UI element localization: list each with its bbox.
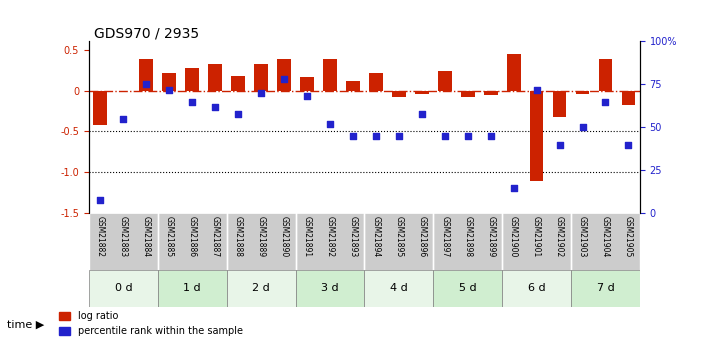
Point — [164, 87, 175, 92]
Bar — [530, 90, 543, 180]
Text: GSM21891: GSM21891 — [302, 216, 311, 257]
Bar — [93, 90, 107, 125]
Bar — [599, 59, 612, 90]
FancyBboxPatch shape — [364, 269, 433, 307]
Text: 6 d: 6 d — [528, 283, 545, 293]
Text: GSM21904: GSM21904 — [601, 216, 610, 257]
Bar — [483, 90, 498, 96]
Text: GSM21887: GSM21887 — [210, 216, 220, 257]
Point — [278, 77, 289, 82]
Point — [117, 116, 129, 121]
Text: GSM21897: GSM21897 — [440, 216, 449, 257]
Bar — [186, 68, 199, 90]
Point — [531, 87, 542, 92]
Point — [508, 185, 519, 190]
Point — [416, 111, 427, 116]
Point — [232, 111, 244, 116]
Text: GSM21903: GSM21903 — [578, 216, 587, 257]
FancyBboxPatch shape — [502, 269, 571, 307]
Text: GSM21898: GSM21898 — [463, 216, 472, 257]
FancyBboxPatch shape — [502, 213, 571, 269]
Point — [210, 104, 221, 109]
Bar — [415, 90, 429, 94]
Point — [186, 99, 198, 104]
Bar — [208, 64, 222, 90]
Text: 7 d: 7 d — [597, 283, 614, 293]
Text: GSM21899: GSM21899 — [486, 216, 495, 257]
FancyBboxPatch shape — [227, 269, 296, 307]
Point — [554, 142, 565, 147]
FancyBboxPatch shape — [296, 213, 364, 269]
Bar — [323, 59, 337, 90]
Text: GSM21900: GSM21900 — [509, 216, 518, 257]
Point — [485, 133, 496, 139]
Text: 5 d: 5 d — [459, 283, 476, 293]
Text: GDS970 / 2935: GDS970 / 2935 — [95, 26, 200, 40]
Point — [141, 82, 152, 87]
Text: GSM21882: GSM21882 — [96, 216, 105, 257]
Bar — [438, 71, 451, 90]
Text: 1 d: 1 d — [183, 283, 201, 293]
Text: GSM21886: GSM21886 — [188, 216, 197, 257]
Bar — [300, 77, 314, 90]
FancyBboxPatch shape — [89, 269, 158, 307]
FancyBboxPatch shape — [227, 213, 296, 269]
Text: GSM21905: GSM21905 — [624, 216, 633, 257]
Point — [577, 125, 588, 130]
Bar — [231, 76, 245, 90]
Text: GSM21890: GSM21890 — [279, 216, 289, 257]
Bar — [139, 59, 153, 90]
Text: GSM21885: GSM21885 — [165, 216, 173, 257]
FancyBboxPatch shape — [89, 213, 158, 269]
Bar — [507, 55, 520, 90]
Text: GSM21896: GSM21896 — [417, 216, 427, 257]
FancyBboxPatch shape — [433, 213, 502, 269]
Point — [347, 133, 358, 139]
Text: GSM21889: GSM21889 — [257, 216, 266, 257]
Point — [370, 133, 382, 139]
Bar — [552, 90, 567, 117]
Text: GSM21884: GSM21884 — [141, 216, 151, 257]
Bar — [346, 81, 360, 90]
Point — [623, 142, 634, 147]
FancyBboxPatch shape — [571, 213, 640, 269]
Text: GSM21888: GSM21888 — [234, 216, 242, 257]
Text: time ▶: time ▶ — [7, 319, 44, 329]
FancyBboxPatch shape — [433, 269, 502, 307]
Bar — [369, 72, 383, 90]
Point — [95, 197, 106, 202]
Bar — [162, 72, 176, 90]
Point — [324, 121, 336, 127]
FancyBboxPatch shape — [296, 269, 364, 307]
Text: GSM21883: GSM21883 — [119, 216, 128, 257]
Point — [439, 133, 451, 139]
FancyBboxPatch shape — [158, 269, 227, 307]
Point — [255, 90, 267, 96]
Bar — [461, 90, 475, 97]
Text: GSM21892: GSM21892 — [326, 216, 334, 257]
Bar — [277, 59, 291, 90]
Text: GSM21901: GSM21901 — [532, 216, 541, 257]
Text: GSM21893: GSM21893 — [348, 216, 358, 257]
Bar — [255, 63, 268, 90]
Bar — [621, 90, 636, 105]
FancyBboxPatch shape — [158, 213, 227, 269]
Point — [301, 93, 313, 99]
Bar — [576, 90, 589, 94]
Text: GSM21902: GSM21902 — [555, 216, 564, 257]
Legend: log ratio, percentile rank within the sample: log ratio, percentile rank within the sa… — [55, 307, 247, 340]
Bar — [392, 90, 406, 97]
Text: GSM21895: GSM21895 — [395, 216, 403, 257]
Text: 3 d: 3 d — [321, 283, 338, 293]
Text: 4 d: 4 d — [390, 283, 407, 293]
Point — [600, 99, 611, 104]
Text: GSM21894: GSM21894 — [371, 216, 380, 257]
Point — [462, 133, 474, 139]
FancyBboxPatch shape — [364, 213, 433, 269]
Point — [393, 133, 405, 139]
Text: 0 d: 0 d — [114, 283, 132, 293]
Text: 2 d: 2 d — [252, 283, 270, 293]
FancyBboxPatch shape — [571, 269, 640, 307]
